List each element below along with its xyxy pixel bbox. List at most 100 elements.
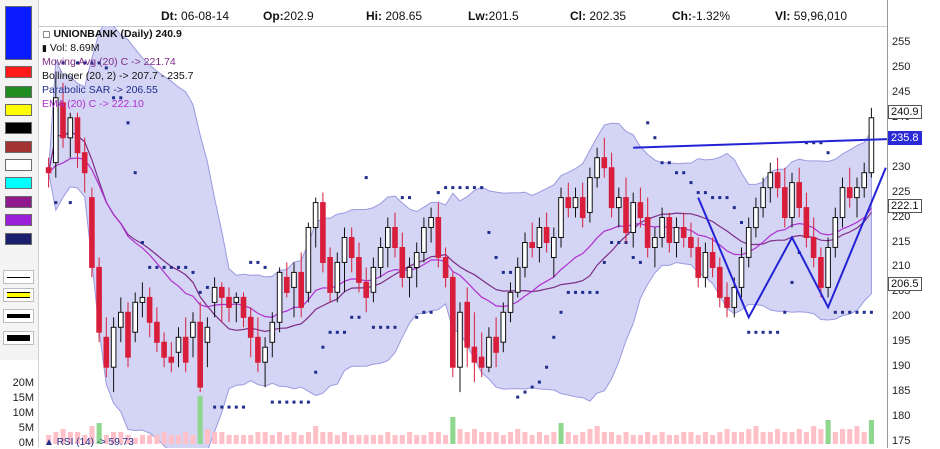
price-chart[interactable] <box>39 26 887 448</box>
price-tick-label: 245 <box>892 85 911 98</box>
candle-body <box>320 202 326 264</box>
candle-body <box>825 247 831 288</box>
line-style-medium-button[interactable] <box>3 309 34 323</box>
volume-bar <box>666 435 672 444</box>
volume-readout: Vl: 59,96,010 <box>775 9 848 23</box>
candle-body <box>486 336 492 368</box>
candle-body <box>219 286 225 298</box>
rsi-icon: ▲ <box>44 437 54 448</box>
line-style-thin-button[interactable] <box>3 270 34 284</box>
sar-dot <box>393 325 397 329</box>
candle-body <box>572 197 579 209</box>
candle-body <box>348 237 355 258</box>
volume-bar <box>291 432 297 444</box>
sar-dot <box>343 330 346 334</box>
volume-bar <box>515 429 521 444</box>
sar-dot <box>523 390 527 394</box>
line-style-thick-button[interactable] <box>3 331 34 345</box>
candle-body <box>175 336 182 353</box>
sar-dot <box>213 405 217 409</box>
candle-body <box>680 227 687 238</box>
sar-dot <box>350 315 354 319</box>
color-swatch-button[interactable] <box>5 66 32 78</box>
sar-dot <box>335 330 339 334</box>
color-swatch-button[interactable] <box>5 86 32 98</box>
line-style-thick-yellow-button[interactable] <box>3 288 34 302</box>
volume-bar <box>82 435 88 444</box>
candle-body <box>74 117 81 154</box>
color-swatch-button[interactable] <box>5 214 32 226</box>
trendline-resistance <box>633 138 887 149</box>
sar-dot <box>205 285 209 289</box>
color-swatch-button[interactable] <box>5 6 32 60</box>
color-swatch-button[interactable] <box>5 177 32 189</box>
volume-bar <box>573 435 579 444</box>
volume-bar <box>248 435 254 444</box>
candle-body <box>269 321 276 343</box>
color-swatch-button[interactable] <box>5 104 32 116</box>
sar-dot <box>379 325 383 329</box>
candle-body <box>60 102 66 139</box>
sar-dot <box>862 310 866 314</box>
legend-bollinger: Bollinger (20, 2) -> 207.7 - 235.7 <box>42 70 194 82</box>
price-tick-label: 225 <box>892 185 911 198</box>
volume-bar <box>825 420 831 444</box>
volume-bar <box>277 432 283 444</box>
sar-dot <box>249 260 253 264</box>
color-swatch-button[interactable] <box>5 159 32 171</box>
candle-body <box>543 227 550 243</box>
candle-body <box>103 336 110 368</box>
volume-bar <box>688 432 694 444</box>
price-tick-label: 230 <box>892 160 911 173</box>
sar-dot <box>848 310 852 314</box>
sar-dot <box>869 310 873 314</box>
sar-dot <box>415 315 419 319</box>
volume-bar <box>378 435 384 444</box>
sar-dot <box>68 201 72 205</box>
candle-body <box>146 296 153 323</box>
sar-dot <box>516 395 520 399</box>
candle-body <box>493 336 499 353</box>
volume-bar <box>565 432 571 444</box>
sar-dot <box>841 310 844 314</box>
volume-bar <box>500 435 506 444</box>
low-readout: Lw:201.5 <box>468 9 519 23</box>
volume-bar <box>370 435 376 444</box>
volume-bar <box>702 432 708 444</box>
sar-dot <box>574 290 577 294</box>
candle-body <box>370 266 377 293</box>
volume-bar <box>176 435 182 444</box>
candle-body <box>709 252 716 268</box>
sar-dot <box>119 96 123 100</box>
candle-body <box>839 187 846 219</box>
sar-dot <box>653 136 657 140</box>
candle-body <box>471 346 478 363</box>
candle-body <box>637 202 644 219</box>
sar-dot <box>566 290 570 294</box>
candle-body <box>616 197 622 209</box>
candle-body <box>190 321 196 338</box>
sar-dot <box>169 265 173 269</box>
price-axis: 2552502452402352302252202152102052001951… <box>887 0 940 448</box>
volume-bar <box>674 435 680 444</box>
volume-bar <box>724 429 730 444</box>
sar-dot <box>386 325 390 329</box>
candle-body <box>760 187 766 209</box>
color-swatch-button[interactable] <box>5 122 32 134</box>
color-swatch-button[interactable] <box>5 233 32 245</box>
last-value-label: 235.8 <box>888 130 922 145</box>
sar-dot <box>747 330 751 334</box>
sar-dot <box>732 206 736 210</box>
color-swatch-button[interactable] <box>5 141 32 153</box>
volume-bar <box>255 432 261 444</box>
sar-dot <box>646 121 650 125</box>
volume-tick-label: 15M <box>12 392 34 404</box>
volume-bar <box>594 426 600 444</box>
candle-body <box>789 182 795 219</box>
volume-bar <box>681 432 687 444</box>
candle-body <box>659 217 665 238</box>
color-swatch-button[interactable] <box>5 196 32 208</box>
volume-bar <box>731 432 737 444</box>
volume-bar <box>53 432 59 444</box>
volume-bar <box>782 432 788 444</box>
